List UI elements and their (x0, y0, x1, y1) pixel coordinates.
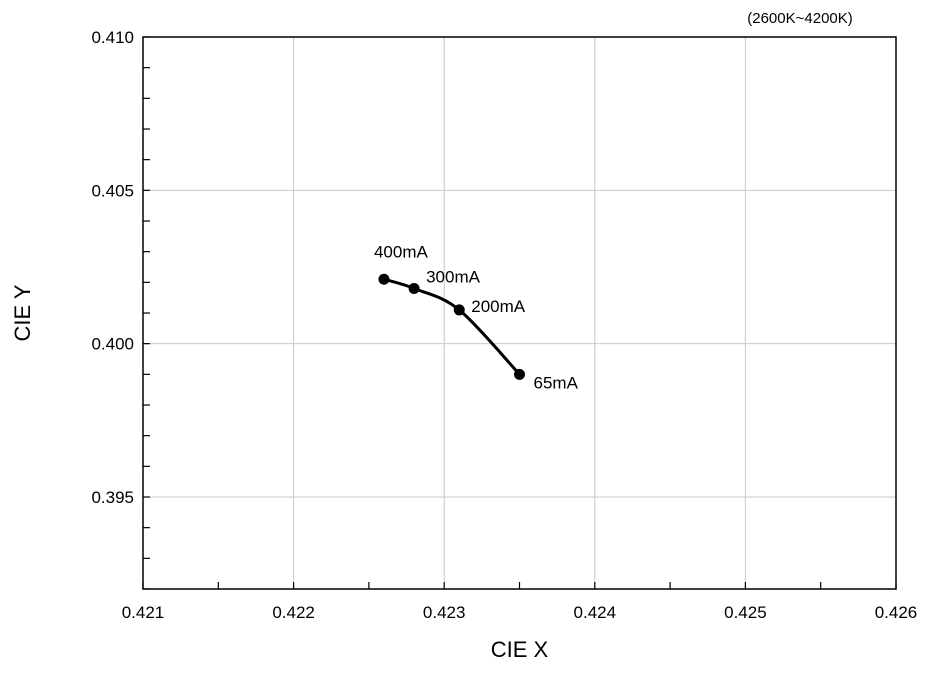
x-tick-label: 0.422 (272, 603, 315, 622)
x-tick-label: 0.421 (122, 603, 165, 622)
data-point-200mA (453, 304, 465, 316)
x-tick-label: 0.423 (423, 603, 466, 622)
x-axis-title: CIE X (491, 637, 549, 662)
minor-ticks (142, 36, 897, 590)
point-labels: 400mA 300mA 200mA 65mA (374, 242, 579, 392)
y-axis-title: CIE Y (10, 284, 35, 341)
subtitle-note: (2600K~4200K) (747, 10, 853, 27)
y-tick-label: 0.405 (91, 181, 134, 200)
plot-frame (142, 36, 897, 590)
point-label-65mA: 65mA (534, 373, 579, 392)
data-point-400mA (378, 273, 390, 285)
x-tick-labels: 0.421 0.422 0.423 0.424 0.425 0.426 (122, 603, 918, 622)
point-label-400mA: 400mA (374, 242, 429, 261)
y-tick-labels: 0.395 0.400 0.405 0.410 (91, 28, 134, 507)
data-point-65mA (514, 368, 525, 380)
x-tick-label: 0.424 (574, 603, 617, 622)
series-line (383, 277, 521, 376)
y-tick-label: 0.395 (91, 488, 134, 507)
data-points (378, 273, 525, 380)
y-tick-label: 0.400 (91, 335, 134, 354)
x-tick-label: 0.426 (875, 603, 918, 622)
data-point-300mA (408, 282, 420, 294)
y-tick-label: 0.410 (91, 28, 134, 47)
point-label-200mA: 200mA (471, 297, 526, 316)
point-label-300mA: 300mA (426, 267, 481, 286)
x-tick-label: 0.425 (724, 603, 767, 622)
